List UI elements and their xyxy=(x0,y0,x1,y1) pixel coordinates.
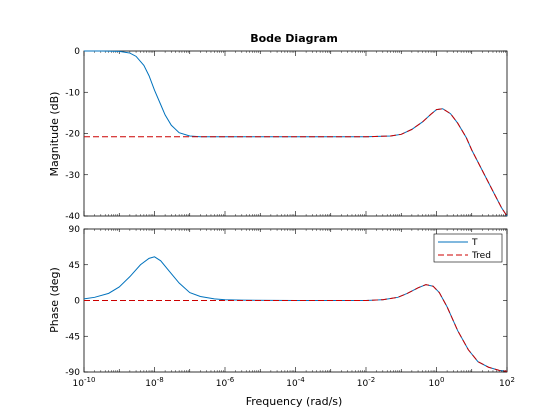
ph-y-tick-label: 0 xyxy=(74,297,80,307)
legend: T Tred xyxy=(433,233,503,263)
phase-y-axis-label: Phase (deg) xyxy=(48,267,61,333)
legend-label-t: T xyxy=(471,238,478,248)
x-tick-label: 100 xyxy=(429,376,445,389)
x-tick-label: 10-2 xyxy=(357,376,375,389)
mag-series-tred xyxy=(84,108,508,217)
magnitude-y-axis-label: Magnitude (dB) xyxy=(48,92,61,177)
mag-y-tick-label: -30 xyxy=(65,171,80,181)
x-tick-label: 10-6 xyxy=(216,376,235,389)
magnitude-axes-box xyxy=(83,50,508,217)
x-tick-label: 10-8 xyxy=(145,376,163,389)
phase-y-tick-labels: 90 45 0 -45 -90 xyxy=(65,225,80,378)
magnitude-ticks xyxy=(83,50,508,217)
legend-box xyxy=(433,233,503,263)
legend-label-tred: Tred xyxy=(471,251,491,261)
ph-series-tred xyxy=(84,284,508,372)
phase-ticks xyxy=(83,228,508,373)
mag-y-tick-label: -40 xyxy=(65,212,80,222)
ph-y-tick-label: 90 xyxy=(69,225,81,235)
x-tick-label: 102 xyxy=(499,376,515,389)
mag-y-tick-label: -20 xyxy=(65,130,80,140)
magnitude-panel: 0 -10 -20 -30 -40 Magnitude (dB) xyxy=(48,47,508,222)
x-axis-label: Frequency (rad/s) xyxy=(246,395,343,408)
mag-y-tick-label: 0 xyxy=(74,47,80,57)
x-tick-label: 10-10 xyxy=(73,376,96,389)
chart-title: Bode Diagram xyxy=(250,32,338,45)
ph-y-tick-label: 45 xyxy=(69,261,80,271)
magnitude-series-lines xyxy=(84,50,508,217)
ph-y-tick-label: -90 xyxy=(65,368,80,378)
phase-series-lines xyxy=(83,256,508,372)
magnitude-y-tick-labels: 0 -10 -20 -30 -40 xyxy=(65,47,80,222)
x-tick-label: 10-4 xyxy=(286,376,305,389)
ph-y-tick-label: -45 xyxy=(65,332,80,342)
mag-y-tick-label: -10 xyxy=(65,88,80,98)
x-tick-labels: 10-10 10-8 10-6 10-4 10-2 100 102 xyxy=(73,376,515,389)
